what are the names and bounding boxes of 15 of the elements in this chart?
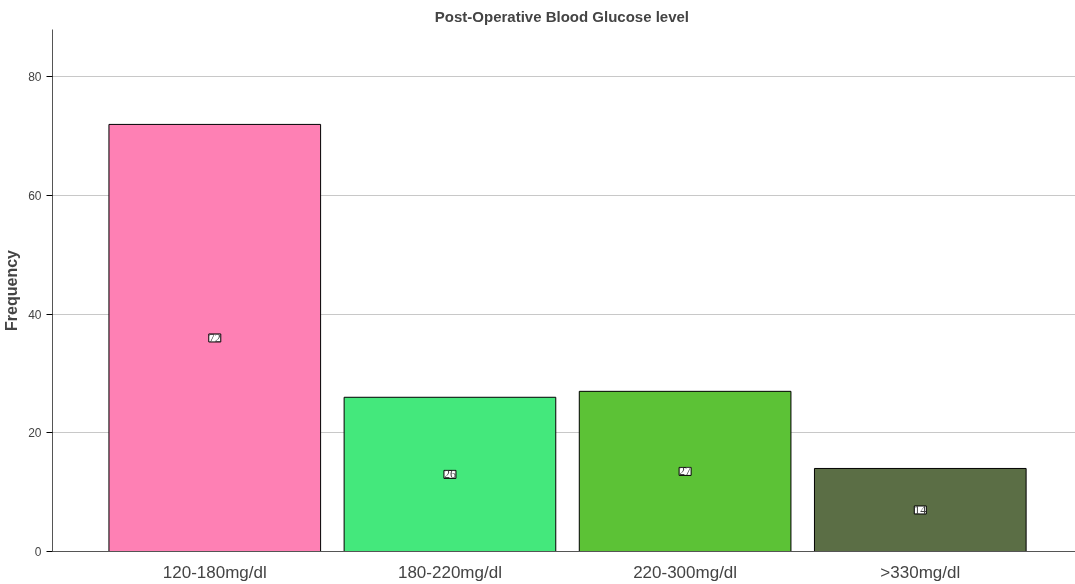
bar <box>108 123 322 552</box>
y-tick-label: 20 <box>28 426 42 441</box>
chart-title: Post-Operative Blood Glucose level <box>434 7 690 25</box>
x-tick-label: 120-180mg/dl <box>162 562 267 582</box>
x-tick-label: >330mg/dl <box>880 562 961 582</box>
x-tick-label: 220-300mg/dl <box>633 562 738 582</box>
y-tick-label: 40 <box>28 307 42 322</box>
y-tick-label: 60 <box>28 189 42 204</box>
bar <box>343 396 557 552</box>
y-axis-title: Frequency <box>3 249 21 331</box>
bar <box>578 390 792 552</box>
y-tick-label: 80 <box>28 70 42 85</box>
y-tick-label: 0 <box>34 545 42 559</box>
x-tick-label: 180-220mg/dl <box>397 562 502 582</box>
bar <box>813 467 1027 552</box>
